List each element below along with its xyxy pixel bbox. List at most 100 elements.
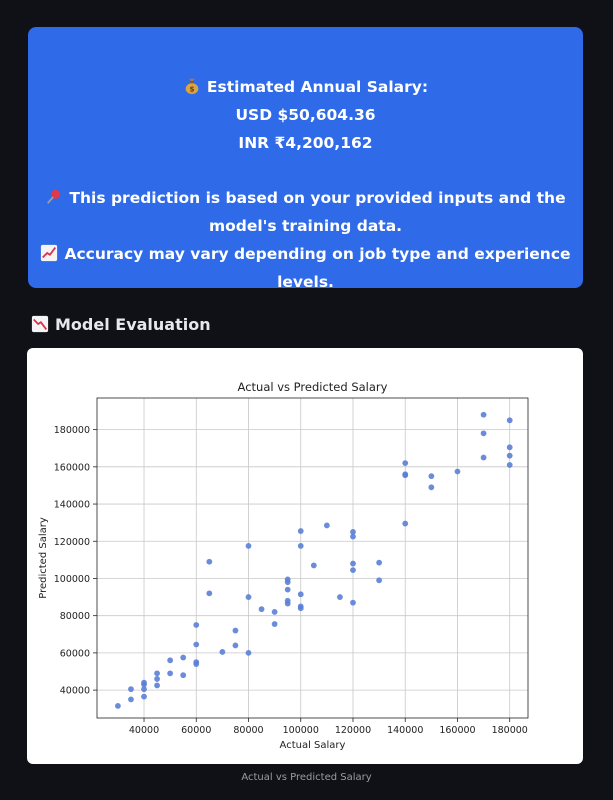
chart-ticks: 40000 60000 80000 100000 120000 140000 160000 1…	[54, 425, 528, 736]
x-tick-label: 180000	[492, 725, 528, 736]
y-tick-label: 160000	[54, 462, 90, 473]
x-tick-label: 40000	[129, 725, 159, 736]
scatter-point	[310, 562, 317, 569]
scatter-point	[402, 471, 409, 478]
prediction-usd: USD $50,604.36	[235, 106, 376, 124]
scatter-point	[232, 627, 239, 634]
y-tick-label: 40000	[60, 686, 90, 697]
money-bag-icon: $	[185, 78, 199, 95]
scatter-point	[402, 520, 409, 527]
y-tick-label: 120000	[54, 537, 90, 548]
scatter-point	[480, 454, 487, 461]
chart-decreasing-icon	[31, 315, 49, 333]
scatter-point	[141, 686, 147, 693]
pushpin-icon	[47, 189, 61, 204]
scatter-point	[350, 533, 356, 540]
scatter-point	[232, 642, 239, 649]
prediction-accuracy-line-2: levels.	[277, 273, 334, 291]
prediction-note-line-1: This prediction is based on your provide…	[28, 184, 583, 212]
scatter-point	[245, 543, 252, 549]
plot-frame	[96, 397, 529, 719]
scatter-point	[297, 591, 304, 598]
prediction-heading: Estimated Annual Salary:	[206, 78, 429, 96]
scatter-point	[350, 529, 356, 535]
prediction-heading-line: $ Estimated Annual Salary:	[28, 73, 583, 101]
x-axis-label: Actual Salary	[280, 740, 346, 751]
x-tick-label: 140000	[387, 725, 423, 736]
scatter-point	[480, 411, 487, 418]
scatter-point	[506, 452, 513, 459]
scatter-point	[245, 594, 252, 600]
y-tick-label: 80000	[60, 611, 90, 622]
scatter-point	[193, 641, 200, 648]
scatter-point	[428, 473, 435, 480]
scatter-point	[128, 686, 134, 693]
section-title-row: Model Evaluation	[31, 313, 211, 337]
scatter-point	[167, 657, 174, 664]
chart-grid	[97, 398, 528, 718]
y-axis-label: Predicted Salary	[38, 517, 49, 599]
scatter-point	[245, 649, 252, 656]
scatter-point	[193, 622, 200, 628]
x-tick-label: 100000	[283, 725, 319, 736]
prediction-note-line-2: model's training data.	[208, 217, 403, 235]
y-tick-label: 140000	[54, 500, 90, 511]
scatter-point	[271, 609, 278, 615]
scatter-point	[128, 696, 134, 703]
prediction-result-card: $ Estimated Annual Salary: USD $50,604.3…	[28, 27, 583, 291]
scatter-point	[154, 676, 160, 682]
scatter-point	[154, 670, 160, 677]
x-tick-label: 160000	[439, 725, 475, 736]
scatter-point	[154, 682, 160, 689]
scatter-point	[350, 560, 356, 567]
scatter-point	[376, 577, 383, 584]
prediction-accuracy-text: Accuracy may vary depending on job type …	[64, 245, 571, 263]
scatter-point	[284, 586, 291, 593]
y-tick-label: 100000	[54, 574, 90, 585]
scatter-point	[206, 558, 213, 565]
scatter-point	[506, 462, 513, 468]
y-tick-label: 60000	[60, 648, 90, 659]
prediction-note-text: This prediction is based on your provide…	[69, 189, 566, 207]
scatter-point	[180, 654, 187, 661]
scatter-point	[141, 679, 147, 686]
scatter-point	[141, 693, 147, 700]
x-tick-label: 120000	[335, 725, 371, 736]
scatter-point	[271, 621, 278, 627]
scatter-point	[506, 417, 513, 424]
scatter-point	[337, 594, 343, 600]
section-title: Model Evaluation	[55, 315, 211, 334]
chart-caption: Actual vs Predicted Salary	[241, 772, 372, 783]
svg-text:$: $	[189, 84, 194, 93]
scatter-point	[219, 649, 226, 655]
scatter-point	[480, 430, 487, 437]
scatter-point	[114, 703, 121, 709]
scatter-point	[167, 670, 174, 677]
chart-title: Actual vs Predicted Salary	[238, 380, 388, 394]
scatter-point	[284, 597, 291, 604]
scatter-point	[297, 603, 304, 610]
x-tick-label: 80000	[233, 725, 263, 736]
scatter-point	[428, 484, 435, 491]
scatter-point	[402, 460, 409, 467]
prediction-accuracy-line-1: Accuracy may vary depending on job type …	[28, 240, 583, 268]
chart-points	[114, 411, 513, 709]
scatter-point	[297, 543, 304, 549]
scatter-chart: 40000 60000 80000 100000 120000 140000 160000 1…	[38, 380, 529, 751]
scatter-point	[180, 672, 187, 679]
x-tick-label: 60000	[181, 725, 211, 736]
scatter-point	[258, 606, 265, 613]
scatter-point	[206, 590, 213, 597]
scatter-point	[454, 468, 461, 475]
y-tick-label: 180000	[54, 425, 90, 436]
scatter-point	[376, 559, 383, 566]
chart-increasing-icon	[41, 244, 58, 262]
scatter-point	[350, 567, 356, 573]
scatter-point	[297, 528, 304, 534]
scatter-point	[284, 576, 291, 583]
scatter-point	[323, 522, 330, 529]
scatter-point	[350, 599, 356, 606]
prediction-inr: INR ₹4,200,162	[238, 134, 373, 152]
chart-card: 40000 60000 80000 100000 120000 140000 160000 1…	[27, 348, 583, 764]
scatter-point	[193, 659, 200, 666]
